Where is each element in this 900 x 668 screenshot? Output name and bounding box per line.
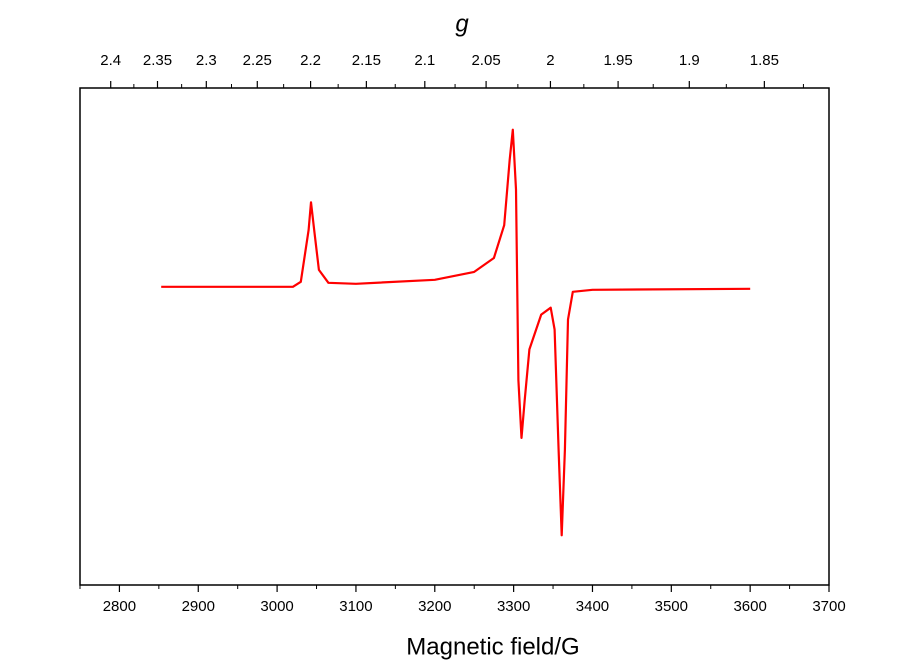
x2-tick-label: 2.25 bbox=[243, 52, 272, 69]
x2-tick-label: 2 bbox=[546, 52, 554, 69]
x-tick-label: 3500 bbox=[655, 598, 688, 615]
x2-tick-label: 1.85 bbox=[750, 52, 779, 69]
x-tick-label: 3200 bbox=[418, 598, 451, 615]
x-tick-label: 3000 bbox=[260, 598, 293, 615]
x-tick-label: 3300 bbox=[497, 598, 530, 615]
spectrum-line bbox=[161, 128, 751, 537]
x-tick-label: 3100 bbox=[339, 598, 372, 615]
x2-tick-label: 2.1 bbox=[414, 52, 435, 69]
x2-tick-label: 2.05 bbox=[471, 52, 500, 69]
x2-tick-label: 2.35 bbox=[143, 52, 172, 69]
x2-axis-title: g bbox=[455, 10, 469, 37]
x2-tick-label: 2.2 bbox=[300, 52, 321, 69]
x2-tick-label: 1.9 bbox=[679, 52, 700, 69]
x2-tick-label: 2.15 bbox=[352, 52, 381, 69]
x-tick-label: 3700 bbox=[812, 598, 845, 615]
x-tick-label: 3600 bbox=[733, 598, 766, 615]
x-tick-label: 3400 bbox=[576, 598, 609, 615]
x2-tick-label: 2.3 bbox=[196, 52, 217, 69]
x2-tick-label: 2.4 bbox=[100, 52, 121, 69]
x2-tick-label: 1.95 bbox=[603, 52, 632, 69]
x-tick-label: 2800 bbox=[103, 598, 136, 615]
plot-frame bbox=[79, 87, 830, 586]
x-tick-label: 2900 bbox=[182, 598, 215, 615]
x-axis-title: Magnetic field/G bbox=[406, 633, 579, 660]
